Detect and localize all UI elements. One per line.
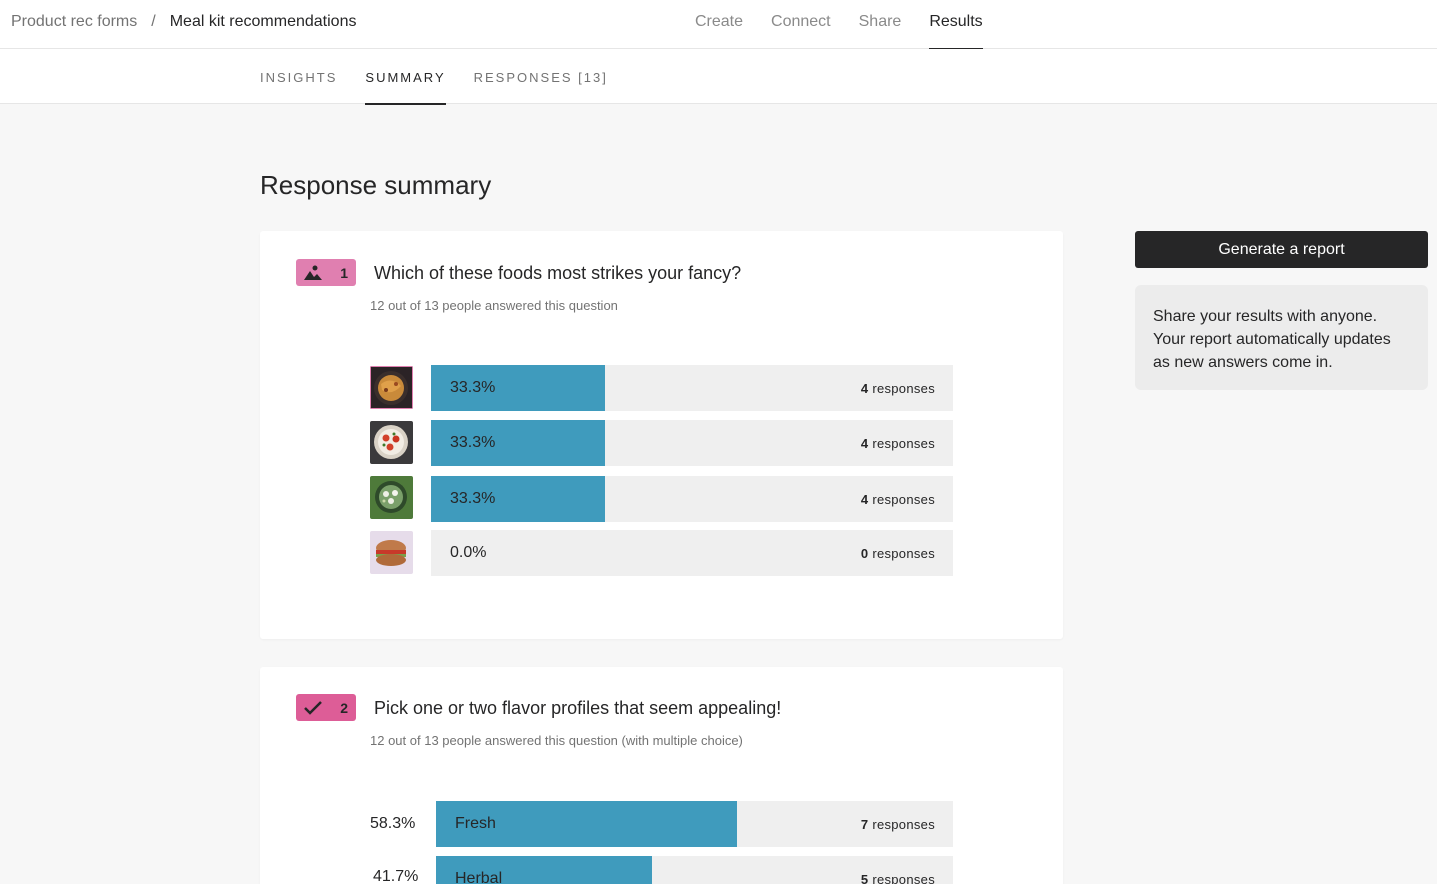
answer-response-count: 0 responses — [861, 546, 935, 561]
tab-results[interactable]: Results — [929, 0, 984, 50]
answer-percent: 33.3% — [450, 379, 496, 396]
noodles-photo — [370, 366, 413, 409]
page-title: Response summary — [260, 170, 492, 200]
caprese-photo — [370, 421, 413, 464]
question-meta: 12 out of 13 people answered this questi… — [370, 298, 618, 313]
answer-bar: Fresh 7 responses — [436, 801, 953, 847]
question-badge-2: 2 — [296, 694, 356, 721]
answer-percent: 58.3% — [370, 815, 416, 832]
question-meta: 12 out of 13 people answered this questi… — [370, 733, 743, 748]
answer-response-count: 7 responses — [861, 817, 935, 832]
question-number: 2 — [340, 700, 348, 716]
question-badge-1: 1 — [296, 259, 356, 286]
question-card-1: 1 Which of these foods most strikes your… — [260, 231, 1063, 639]
answer-bar: 33.3% 4 responses — [431, 365, 953, 411]
answer-label: Fresh — [455, 815, 496, 832]
response-count-word: responses — [868, 381, 935, 396]
answer-bar-fill — [431, 476, 605, 522]
answer-bar-fill — [436, 856, 652, 884]
answer-response-count: 4 responses — [861, 436, 935, 451]
breadcrumb-separator: / — [151, 13, 156, 30]
response-count-word: responses — [868, 546, 935, 561]
answer-percent: 0.0% — [450, 544, 487, 561]
breadcrumb-current: Meal kit recommendations — [169, 13, 357, 30]
answer-bar-fill — [431, 365, 605, 411]
answer-bar: 33.3% 4 responses — [431, 476, 953, 522]
sandwich-photo — [370, 531, 413, 574]
answer-response-count: 5 responses — [861, 872, 935, 884]
generate-report-button[interactable]: Generate a report — [1135, 231, 1428, 268]
response-count-number: 4 — [860, 381, 869, 396]
top-bar: Product rec forms / Meal kit recommendat… — [0, 0, 1437, 50]
answer-bar: 33.3% 4 responses — [431, 420, 953, 466]
response-count-word: responses — [868, 872, 935, 884]
share-info-box: Share your results with anyone. Your rep… — [1135, 285, 1428, 390]
response-count-word: responses — [868, 492, 935, 507]
question-title: Pick one or two flavor profiles that see… — [374, 698, 782, 718]
subtab-responses[interactable]: RESPONSES [13] — [473, 70, 608, 85]
top-navigation: Create Connect Share Results — [695, 0, 984, 50]
question-card-2: 2 Pick one or two flavor profiles that s… — [260, 667, 1063, 884]
breadcrumb: Product rec forms / Meal kit recommendat… — [11, 13, 356, 31]
response-count-word: responses — [868, 436, 935, 451]
question-title: Which of these foods most strikes your f… — [374, 263, 742, 283]
tab-create[interactable]: Create — [695, 13, 744, 30]
subtab-summary[interactable]: SUMMARY — [365, 49, 446, 105]
sub-tab-bar: INSIGHTS SUMMARY RESPONSES [13] — [0, 49, 1437, 105]
answer-bar: 0.0% 0 responses — [431, 530, 953, 576]
answer-response-count: 4 responses — [861, 381, 935, 396]
response-count-number: 4 — [860, 436, 869, 451]
response-count-number: 4 — [860, 492, 869, 507]
answer-bar: Herbal 5 responses — [436, 856, 953, 884]
answer-percent: 33.3% — [450, 434, 496, 451]
results-subtabs: INSIGHTS SUMMARY RESPONSES [13] — [260, 49, 608, 105]
answer-response-count: 4 responses — [861, 492, 935, 507]
tab-connect[interactable]: Connect — [771, 13, 831, 30]
checkmark-icon — [304, 701, 322, 715]
response-count-number: 5 — [860, 872, 869, 884]
subtab-insights[interactable]: INSIGHTS — [260, 70, 338, 85]
image-icon — [304, 265, 322, 280]
answer-bar-fill — [436, 801, 738, 847]
answer-percent: 41.7% — [373, 868, 419, 884]
answer-percent: 33.3% — [450, 490, 496, 507]
tab-share[interactable]: Share — [858, 13, 902, 30]
salad-photo — [370, 476, 413, 519]
answer-bar-fill — [431, 420, 605, 466]
response-count-number: 7 — [860, 817, 869, 832]
question-number: 1 — [340, 265, 348, 281]
answer-label: Herbal — [455, 870, 503, 884]
breadcrumb-parent-link[interactable]: Product rec forms — [11, 13, 138, 30]
response-count-number: 0 — [860, 546, 869, 561]
response-count-word: responses — [868, 817, 935, 832]
